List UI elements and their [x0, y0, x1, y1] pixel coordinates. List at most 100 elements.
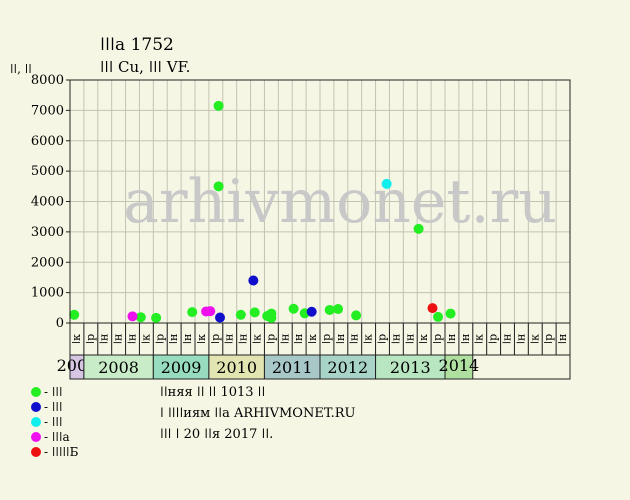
data-point: [306, 306, 317, 317]
data-point: [213, 100, 224, 111]
year-band: [152, 354, 210, 380]
category-label: ǀк: [251, 334, 264, 344]
data-point: [288, 303, 299, 314]
year-band: [263, 354, 321, 380]
category-label: ǀн: [403, 334, 416, 345]
category-label: ǀн: [292, 334, 305, 345]
data-point: [351, 310, 362, 321]
chart-title: ǀǀǀa 1752: [100, 35, 174, 55]
y-tick-label: 2000: [31, 255, 64, 270]
chart-subtitle: ǀǀǀ Cu, ǀǀǀ VF.: [100, 58, 190, 76]
legend-marker: [31, 432, 41, 442]
y-tick-label: 3000: [31, 225, 64, 240]
y-axis-ticks: 0 1000 2000 3000 4000 5000 6000 7000 8000: [31, 73, 70, 331]
plot-frame: [69, 79, 571, 380]
y-tick-label: 8000: [31, 73, 64, 88]
category-label: ǀк: [195, 334, 208, 344]
data-point: [187, 307, 198, 318]
category-label: ǀк: [70, 334, 83, 344]
year-label: 2008: [98, 358, 139, 377]
x-axis-categories: ǀк ǀр ǀн ǀн ǀн ǀк ǀр ǀн ǀн ǀк ǀр ǀн ǀн ǀк ǀр ǀн ǀн ǀк ǀр ǀн…: [69, 322, 570, 356]
category-label: ǀн: [167, 334, 180, 345]
category-label: ǀн: [112, 334, 125, 345]
category-label: ǀн: [445, 334, 458, 345]
category-label: ǀр: [209, 334, 222, 344]
legend-marker: [31, 387, 41, 397]
year-label: 2014: [439, 356, 480, 375]
data-point: [127, 311, 138, 322]
legend-label: - ǀǀǀ: [44, 400, 63, 414]
year-label: 2010: [216, 358, 257, 377]
category-label: ǀр: [153, 334, 166, 344]
data-point: [413, 223, 424, 234]
category-label: ǀр: [487, 334, 500, 344]
category-label: ǀн: [348, 334, 361, 345]
legend-marker: [31, 417, 41, 427]
category-label: ǀн: [389, 334, 402, 345]
category-label: ǀн: [514, 334, 527, 345]
notes: ǀǀняя ǀǀ ǀǀ 1013 ǀǀ ǀ ǀǀǀǀиям ǀǀa ARHIVMO…: [160, 385, 356, 442]
data-point: [266, 312, 277, 323]
data-points: [69, 100, 456, 323]
data-point: [215, 312, 225, 323]
category-label: ǀн: [334, 334, 347, 345]
category-label: ǀк: [362, 334, 375, 344]
category-label: ǀр: [84, 334, 97, 344]
legend-label: - ǀǀǀǀǀБ: [44, 445, 79, 459]
data-point: [333, 304, 344, 315]
year-band: [375, 354, 446, 380]
category-label: ǀн: [501, 334, 514, 345]
y-axis-label: ǀǀ, ǀǀ: [10, 62, 32, 76]
category-label: ǀн: [237, 334, 250, 345]
y-tick-label: 5000: [31, 164, 64, 179]
y-tick-label: 1000: [31, 286, 64, 301]
category-label: ǀр: [320, 334, 333, 344]
year-band: [444, 354, 474, 380]
data-point: [135, 312, 146, 323]
data-point: [235, 309, 246, 320]
data-point: [213, 181, 224, 192]
data-point: [427, 303, 438, 314]
note-line: ǀ ǀǀǀǀиям ǀǀa ARHIVMONET.RU: [160, 406, 356, 421]
data-point: [205, 306, 216, 317]
category-label: ǀк: [528, 334, 541, 344]
y-tick-label: 4000: [31, 195, 64, 210]
data-point: [151, 312, 162, 323]
y-tick-label: 6000: [31, 134, 64, 149]
category-label: ǀн: [98, 334, 111, 345]
y-tick-label: 0: [56, 316, 64, 331]
year-bands: 2007 2008 2009 2010 2011 2012 2013 2014: [57, 354, 480, 380]
legend-label: - ǀǀǀ: [44, 415, 63, 429]
data-point: [381, 178, 392, 189]
legend: - ǀǀǀ- ǀǀǀ- ǀǀǀ- ǀǀǀa- ǀǀǀǀǀБ: [31, 385, 79, 459]
data-point: [433, 311, 444, 322]
data-point: [248, 275, 259, 286]
y-tick-label: 7000: [31, 103, 64, 118]
category-label: ǀр: [376, 334, 389, 344]
category-label: ǀр: [264, 334, 277, 344]
legend-label: - ǀǀǀ: [44, 385, 63, 399]
category-label: ǀн: [126, 334, 139, 345]
category-label: ǀр: [431, 334, 444, 344]
category-label: ǀн: [556, 334, 569, 345]
legend-marker: [31, 447, 41, 457]
year-label: 2013: [390, 358, 431, 377]
year-label: 2009: [161, 358, 202, 377]
data-point: [249, 307, 260, 318]
category-label: ǀк: [473, 334, 486, 344]
year-label: 2012: [327, 358, 368, 377]
category-label: ǀн: [278, 334, 291, 345]
data-point: [445, 308, 456, 319]
note-line: ǀǀǀ ǀ 20 ǀǀя 2017 ǀǀ.: [160, 427, 273, 442]
watermark-text: arhivmonet.ru: [123, 167, 557, 237]
category-label: ǀр: [542, 334, 555, 344]
legend-marker: [31, 402, 41, 412]
note-line: ǀǀняя ǀǀ ǀǀ 1013 ǀǀ: [160, 385, 265, 400]
year-label: 2011: [272, 358, 313, 377]
data-point: [324, 304, 335, 315]
category-label: ǀк: [306, 334, 319, 344]
category-label: ǀн: [181, 334, 194, 345]
category-label: ǀн: [223, 334, 236, 345]
legend-label: - ǀǀǀa: [44, 430, 70, 444]
